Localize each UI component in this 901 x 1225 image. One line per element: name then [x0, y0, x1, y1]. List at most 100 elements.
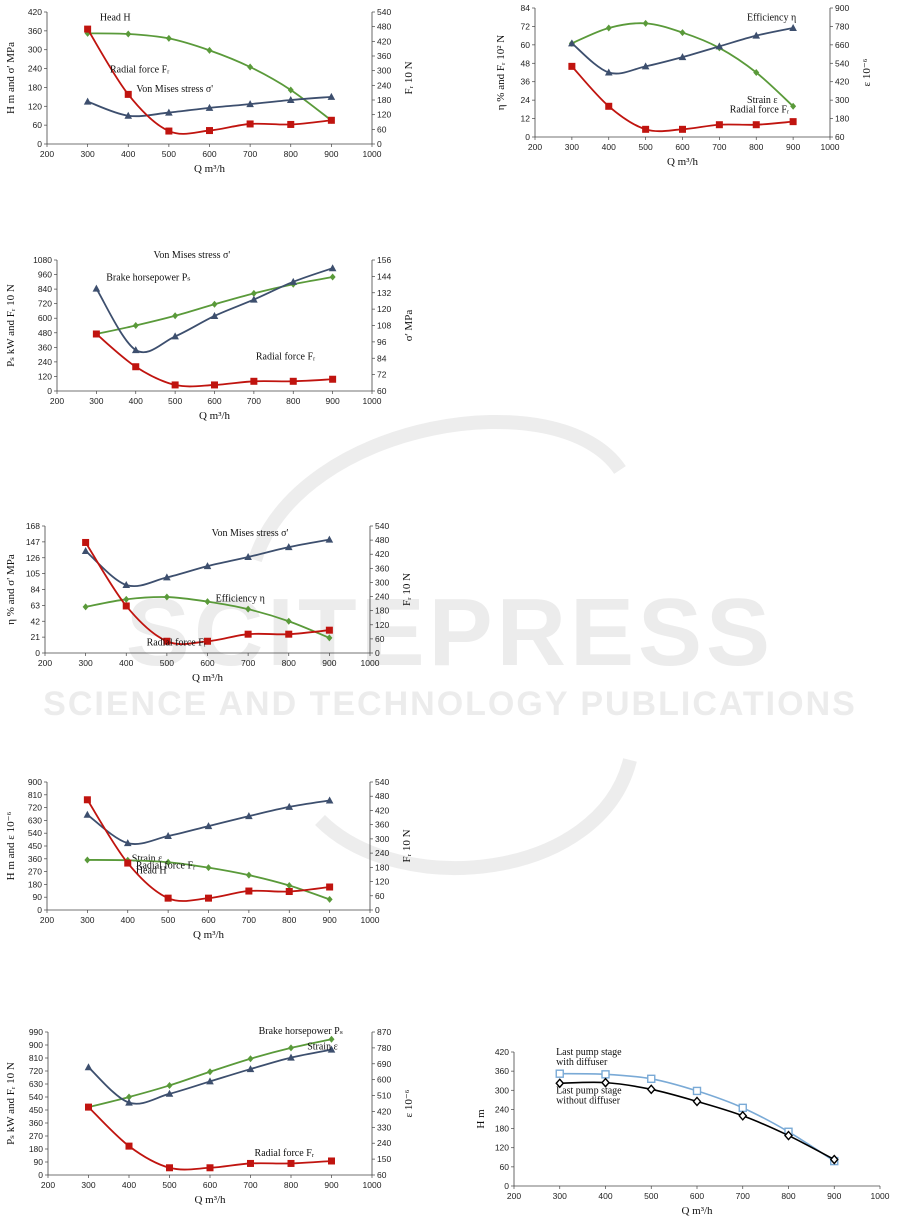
y-left-tick-label: 60: [500, 1162, 510, 1172]
y-axis-left-title: η % and Fᵣ 10² N: [495, 35, 507, 110]
y-left-tick-label: 450: [29, 1105, 43, 1115]
x-tick-label: 300: [89, 396, 103, 406]
series-label-von-mises-stress: Von Mises stress σ': [153, 250, 230, 261]
x-tick-label: 700: [736, 1191, 750, 1201]
y-left-tick-label: 480: [38, 328, 52, 338]
data-point-efficiency: [679, 29, 686, 37]
data-point-head-h: [245, 871, 252, 879]
data-point-brake-horsepower-p: [247, 1055, 254, 1063]
y-left-tick-label: 420: [28, 7, 42, 17]
x-tick-label: 600: [675, 142, 689, 152]
data-point-von-mises-stress: [163, 573, 171, 581]
y-left-tick-label: 270: [28, 867, 42, 877]
y-right-tick-label: 60: [375, 891, 385, 901]
data-point-radial-force-f: [328, 1157, 335, 1165]
y-left-tick-label: 960: [38, 270, 52, 280]
y-right-tick-label: 690: [377, 1059, 391, 1069]
x-axis-title: Q m³/h: [681, 1205, 713, 1217]
y-left-tick-label: 0: [35, 648, 40, 658]
y-left-tick-label: 12: [521, 114, 531, 124]
x-tick-label: 900: [827, 1191, 841, 1201]
x-tick-label: 400: [122, 1180, 136, 1190]
y-left-tick-label: 126: [26, 553, 40, 563]
data-point-brake-horsepower-p: [329, 273, 336, 281]
y-left-tick-label: 24: [521, 95, 531, 105]
data-point-radial-force-f: [205, 894, 212, 902]
data-point-radial-force-f: [715, 121, 723, 129]
y-right-tick-label: 240: [377, 1138, 391, 1148]
data-point-radial-force-f: [83, 796, 91, 804]
data-point-von-mises-stress: [289, 277, 298, 285]
y-left-tick-label: 21: [31, 632, 41, 642]
y-right-tick-label: 0: [375, 648, 380, 658]
data-point-last-pump-stage-with-diffuser: [738, 1103, 747, 1113]
data-point-strain: [245, 812, 253, 820]
y-left-tick-label: 84: [31, 585, 41, 595]
y-left-tick-label: 105: [26, 569, 40, 579]
data-point-radial-force-f: [92, 330, 100, 338]
data-point-von-mises-stress: [83, 97, 92, 105]
series-line-strain: [87, 1048, 332, 1105]
y-right-tick-label: 156: [377, 255, 391, 265]
y-left-tick-label: 1080: [33, 255, 52, 265]
data-point-last-pump-stage-with-diffuser: [601, 1070, 610, 1079]
data-point-strain: [604, 68, 613, 76]
data-point-efficiency: [123, 595, 130, 603]
y-left-tick-label: 360: [38, 342, 52, 352]
y-right-tick-label: 480: [375, 535, 389, 545]
y-left-tick-label: 120: [38, 371, 52, 381]
data-point-strain: [752, 31, 761, 39]
data-point-radial-force-f: [289, 377, 297, 385]
data-point-brake-horsepower-p: [207, 1068, 213, 1076]
data-point-last-pump-stage-with-diffuser: [692, 1086, 702, 1096]
data-point-von-mises-stress: [210, 311, 219, 319]
series-label-radial-force-f: Radial force Fᵣ: [256, 351, 316, 362]
data-point-head-h: [287, 86, 294, 94]
data-point-strain: [204, 822, 213, 830]
data-point-strain: [125, 1098, 133, 1106]
data-point-strain: [285, 802, 294, 810]
x-tick-label: 200: [40, 915, 54, 925]
data-point-strain: [287, 1053, 295, 1061]
data-point-radial-force-f: [244, 630, 252, 638]
data-point-brake-horsepower-p: [172, 312, 179, 320]
data-point-head-h: [247, 63, 254, 71]
y-right-tick-label: 300: [375, 577, 389, 587]
y-right-tick-label: 240: [375, 592, 389, 602]
data-point-von-mises-stress: [81, 546, 90, 554]
series-label-strain: Strain ε: [307, 1042, 338, 1053]
y-right-tick-label: 510: [377, 1091, 391, 1101]
y-left-tick-label: 90: [33, 892, 43, 902]
data-point-efficiency: [245, 605, 252, 613]
y-right-tick-label: 60: [377, 386, 387, 396]
y-left-tick-label: 300: [495, 1085, 509, 1095]
y-axis-right-title: ε 10⁻⁶: [861, 58, 873, 86]
data-point-von-mises-stress: [327, 92, 336, 100]
y-left-tick-label: 540: [28, 828, 42, 838]
y-right-tick-label: 360: [375, 563, 389, 573]
x-tick-label: 200: [507, 1191, 521, 1201]
data-point-brake-horsepower-p: [328, 1035, 335, 1043]
data-point-brake-horsepower-p: [132, 322, 139, 329]
y-right-tick-label: 144: [377, 271, 391, 281]
y-right-tick-label: 330: [377, 1122, 391, 1132]
x-tick-label: 200: [528, 142, 542, 152]
data-point-radial-force-f: [84, 25, 92, 33]
y-right-tick-label: 540: [377, 7, 391, 17]
x-tick-label: 300: [81, 149, 95, 159]
y-left-tick-label: 810: [28, 790, 42, 800]
data-point-strain: [678, 53, 687, 61]
data-point-strain: [715, 42, 724, 50]
chart-head-strain-radial: 200 300 400 500 600 700 800 900 1000090180270360…: [5, 777, 413, 941]
data-point-efficiency: [753, 69, 760, 76]
y-right-tick-label: 96: [377, 337, 387, 347]
data-point-radial-force-f: [285, 888, 293, 896]
y-right-tick-label: 120: [375, 877, 389, 887]
data-point-von-mises-stress: [124, 111, 133, 119]
data-point-strain: [568, 39, 576, 47]
y-left-tick-label: 72: [521, 21, 531, 31]
x-tick-label: 500: [161, 915, 175, 925]
data-point-efficiency: [204, 598, 211, 606]
x-tick-label: 600: [207, 396, 221, 406]
x-tick-label: 900: [326, 396, 340, 406]
